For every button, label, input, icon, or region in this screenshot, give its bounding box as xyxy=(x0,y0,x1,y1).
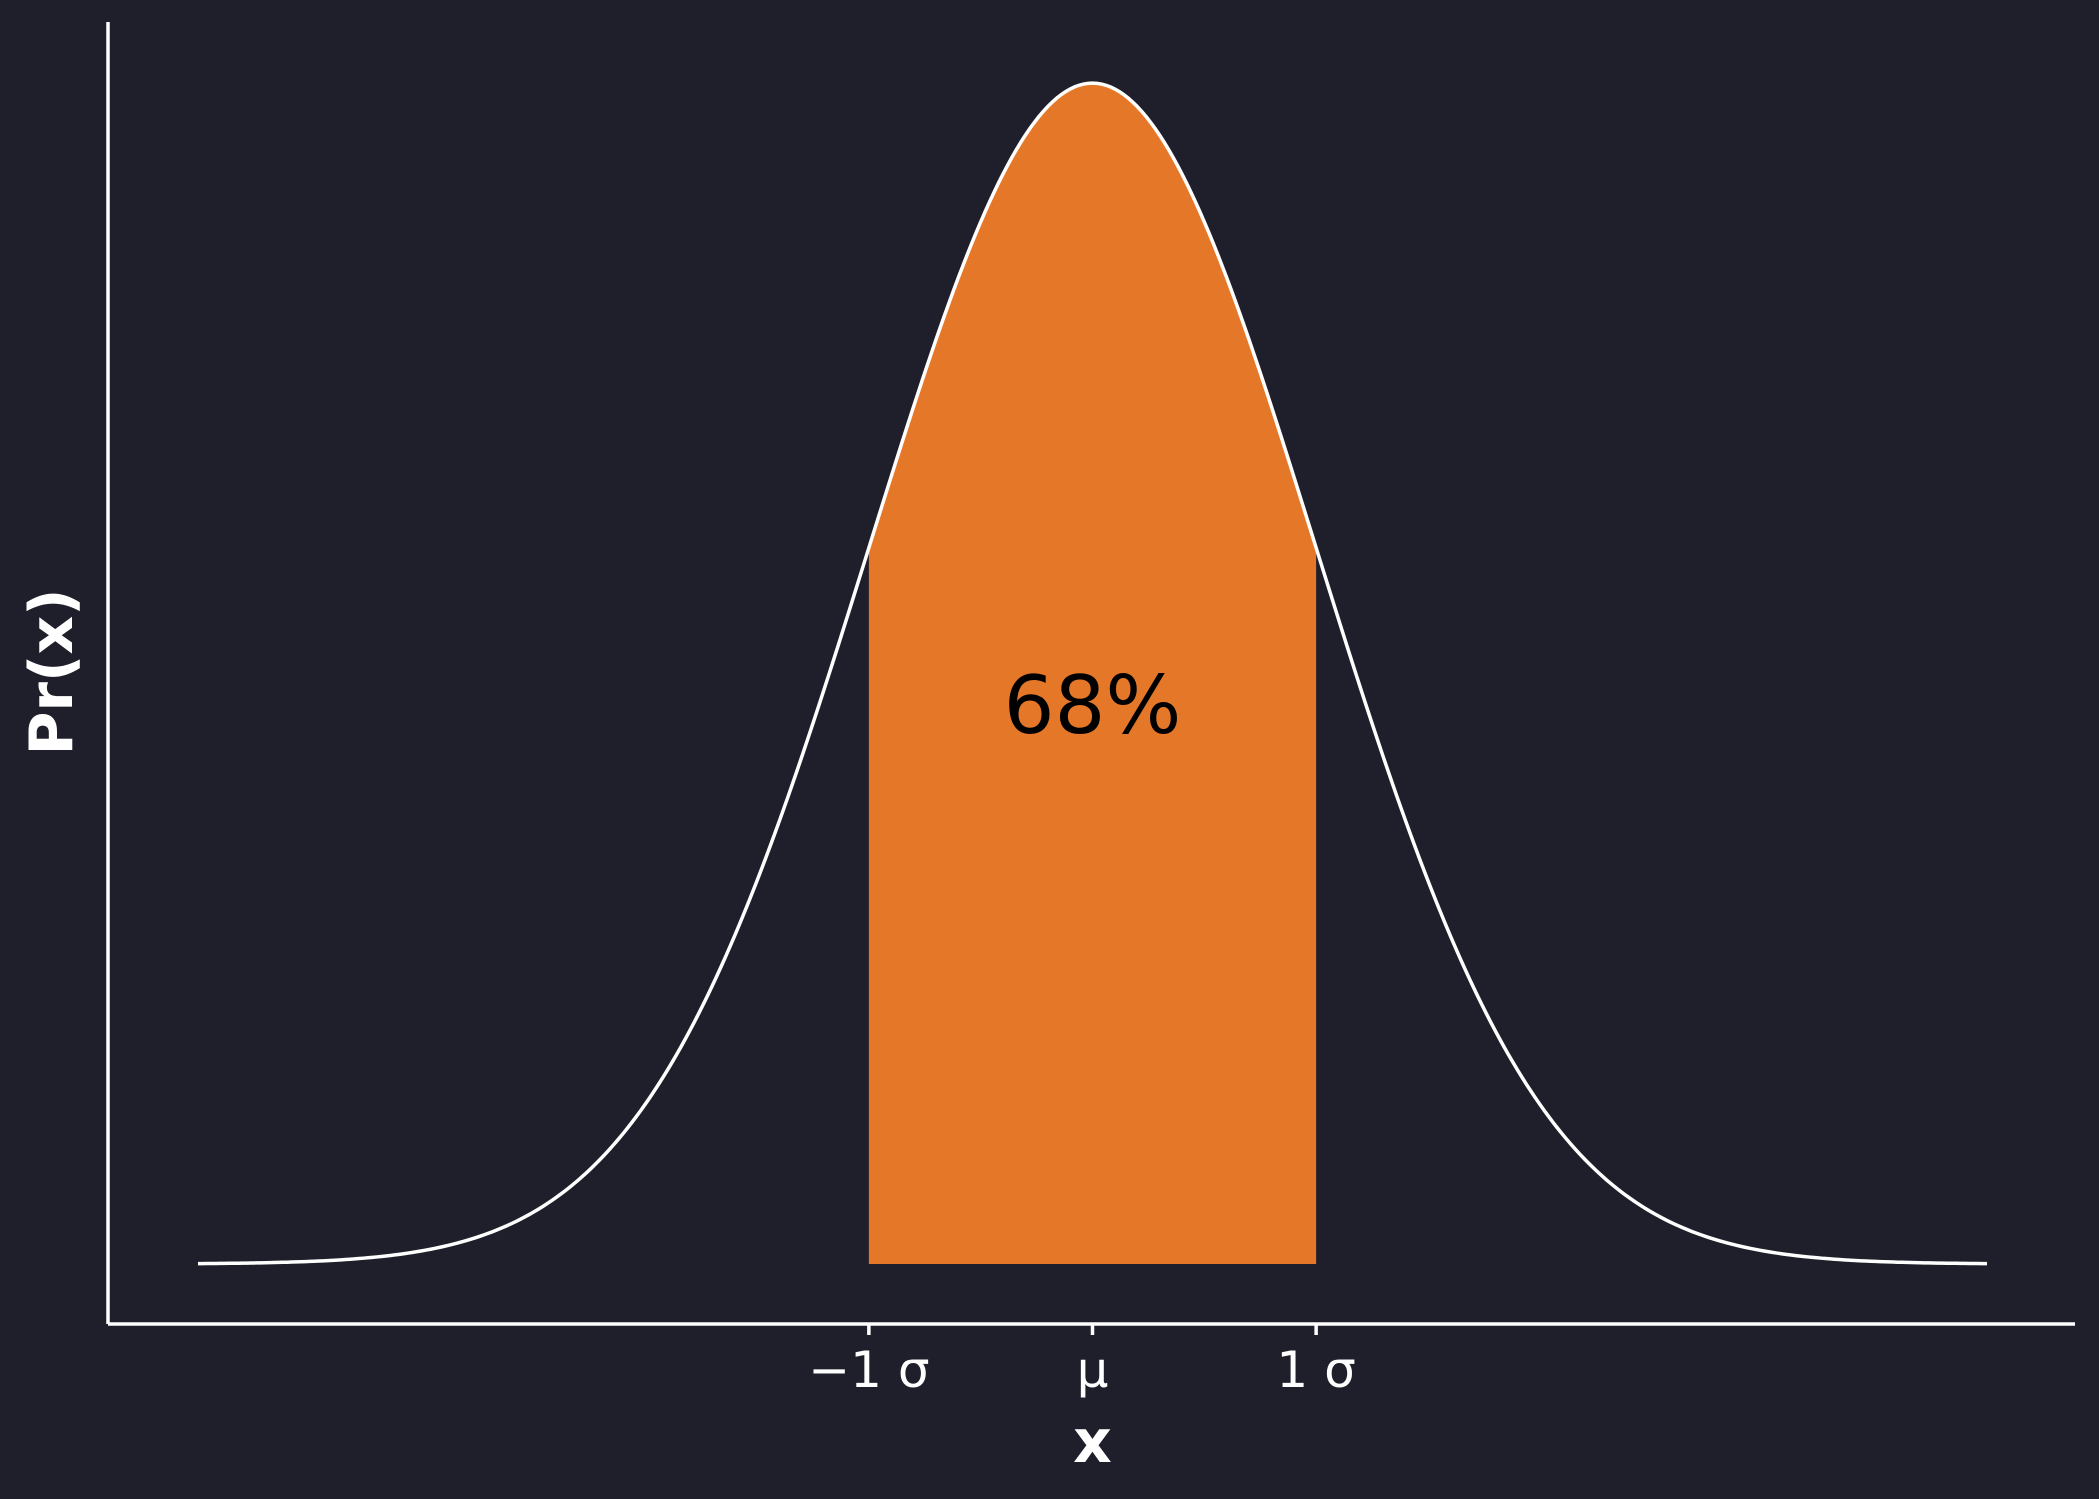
x-axis-title: x xyxy=(1073,1407,1112,1477)
x-tick-label: 1 σ xyxy=(1276,1341,1355,1399)
x-tick-label: μ xyxy=(1077,1341,1109,1399)
x-tick-label: −1 σ xyxy=(808,1341,929,1399)
x-ticks: −1 σ μ 1 σ xyxy=(808,1324,1356,1399)
normal-curve xyxy=(197,81,1988,1266)
y-axis-title: Pr(x) xyxy=(17,588,87,755)
shaded-area-one-sigma xyxy=(868,83,1317,1264)
percentage-annotation: 68% xyxy=(1004,659,1182,752)
